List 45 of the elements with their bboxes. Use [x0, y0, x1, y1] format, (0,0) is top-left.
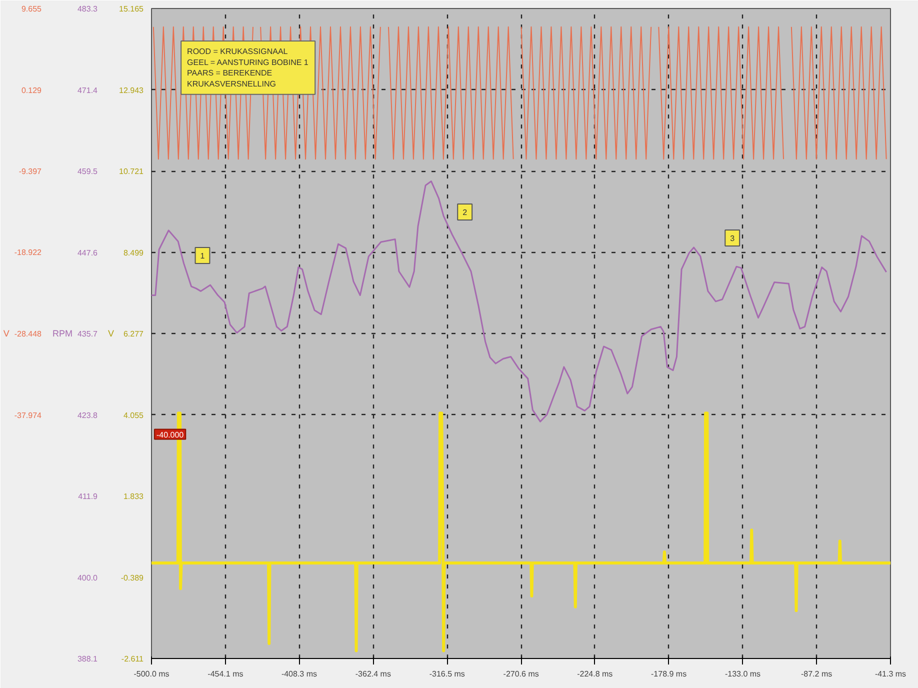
y2-tick-label: 400.0 — [77, 573, 98, 582]
x-tick-label: -500.0 ms — [134, 670, 170, 678]
y3-tick-label: 8.499 — [123, 248, 144, 258]
x-tick-label: -178.9 ms — [651, 670, 687, 678]
y2-tick-label: 447.6 — [77, 248, 98, 258]
annotation: -40.000 — [156, 430, 184, 440]
x-tick-label: -362.4 ms — [355, 670, 391, 678]
y2-tick-label: 471.4 — [77, 86, 98, 95]
line-series — [152, 180, 888, 422]
y2-tick-label: 423.8 — [77, 410, 98, 420]
x-tick-label: -454.1 ms — [208, 670, 244, 678]
y-axis-title: V — [3, 328, 10, 338]
y-tick-label: 0.129 — [21, 86, 42, 95]
y-tick-label: -37.974 — [14, 410, 42, 420]
y3-tick-label: 6.277 — [123, 330, 144, 338]
x-tick-label: -408.3 ms — [281, 670, 318, 678]
annotation: 2 — [462, 208, 468, 217]
y2-tick-label: 388.1 — [77, 654, 98, 664]
line-series — [152, 412, 890, 652]
y2-tick-label: 483.3 — [77, 4, 98, 14]
x-tick-label: -87.2 ms — [800, 670, 832, 678]
y-tick-label: -18.922 — [14, 248, 42, 258]
x-tick-label: -270.6 ms — [503, 670, 539, 678]
x-tick-label: -224.8 ms — [577, 670, 613, 678]
y3-tick-label: 10.721 — [119, 167, 144, 176]
y3-tick-label: 15.165 — [119, 4, 144, 14]
y2-axis-title: RPM — [52, 328, 72, 338]
annotation: 1 — [200, 252, 206, 260]
y3-tick-label: -2.611 — [121, 654, 144, 664]
x-tick-label: -41.3 ms — [874, 670, 906, 678]
y-tick-label: -28.448 — [14, 330, 42, 338]
x-tick-label: -316.5 ms — [429, 670, 465, 678]
y2-tick-label: 459.5 — [77, 167, 98, 176]
annotation: ROOD = KRUKASSIGNAAL GEEL = AANSTURING BOBINE 1 PAARS = BEREKENDE KRUKASVERSNELLING — [187, 47, 309, 88]
y3-tick-label: 1.833 — [123, 492, 144, 501]
annotation: 3 — [730, 234, 736, 243]
y2-tick-label: 411.9 — [78, 492, 98, 501]
y3-axis-title: V — [108, 328, 114, 338]
y3-tick-label: 12.943 — [119, 86, 144, 95]
y2-tick-label: 435.7 — [77, 330, 98, 338]
y3-tick-label: 4.055 — [123, 410, 144, 420]
y-tick-label: -9.397 — [18, 167, 42, 176]
y-tick-label: 9.655 — [21, 4, 42, 14]
x-tick-label: -133.0 ms — [724, 670, 761, 678]
y3-tick-label: -0.389 — [120, 573, 144, 582]
